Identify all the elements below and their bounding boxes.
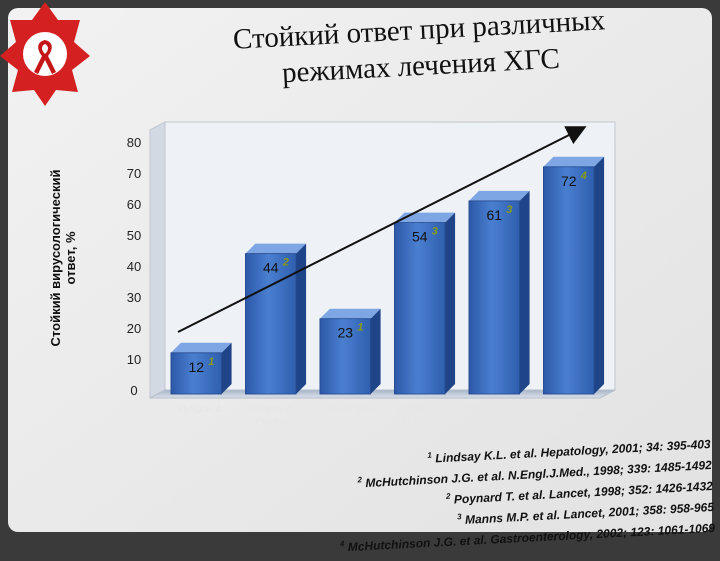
bar-side <box>296 243 307 394</box>
reference-mark: 3 <box>456 512 462 522</box>
bar-top <box>319 308 381 319</box>
bar <box>394 222 446 395</box>
category-label: ПегИнтрон <box>399 404 449 415</box>
value-label: 61 <box>486 207 502 223</box>
y-tick-label: 0 <box>130 383 137 398</box>
y-tick-label: 40 <box>127 259 141 274</box>
reference-mark: 1 <box>208 356 214 368</box>
bar-side <box>594 156 605 394</box>
bars <box>170 156 605 395</box>
value-label: 12 <box>188 359 204 375</box>
bar-top <box>543 156 605 167</box>
reference-mark: 1 <box>427 450 433 460</box>
y-tick-label: 60 <box>127 197 141 212</box>
category-label: +Ребетол <box>476 415 520 427</box>
bar-side <box>370 308 381 394</box>
value-label: 44 <box>263 260 279 276</box>
y-tick-label: 70 <box>127 166 141 181</box>
trend-arrow <box>177 126 587 333</box>
bar <box>468 200 520 395</box>
value-label: 54 <box>412 229 428 245</box>
reference-mark: 3 <box>432 226 438 238</box>
y-tick-label: 20 <box>127 321 141 336</box>
category-label: Ребетол <box>256 415 294 427</box>
bar-side <box>221 342 232 394</box>
references: 1 Lindsay K.L. et al. Hepatology, 2001; … <box>256 432 716 561</box>
bar <box>170 352 222 395</box>
reference-mark: 1 <box>357 322 363 334</box>
bar-top <box>468 190 530 201</box>
y-tick-label: 10 <box>127 352 141 367</box>
reference-mark: 2 <box>282 257 289 269</box>
reference-mark: 2 <box>357 475 363 485</box>
red-ribbon-logo <box>0 2 90 106</box>
y-axis-ticks: 0 10 20 30 40 50 60 70 80 <box>127 135 141 398</box>
value-label: 23 <box>337 325 353 341</box>
category-label: +Ребетол <box>402 415 446 427</box>
bar-side <box>445 212 456 394</box>
y-tick-label: 80 <box>127 135 141 150</box>
reference-mark: 4 <box>580 170 587 182</box>
bar <box>543 166 595 395</box>
category-label: ПегИнтрон <box>324 404 374 415</box>
bar-top <box>245 243 307 254</box>
reference-marks: 1 2 1 3 3 4 <box>208 170 587 368</box>
y-tick-label: 50 <box>127 228 141 243</box>
category-label: Интрон А + <box>249 404 301 415</box>
category-label: 80/80/80 <box>553 428 592 439</box>
category-label: ПегИнтрон + <box>543 404 602 415</box>
bar <box>319 318 371 395</box>
category-label: Интрон А <box>179 404 223 415</box>
reference-mark: 3 <box>506 204 512 216</box>
reference-mark: 4 <box>339 539 345 549</box>
bar-top <box>170 342 232 353</box>
y-tick-label: 30 <box>127 290 141 305</box>
category-label: Ребетол <box>554 415 592 427</box>
plot-area <box>149 121 616 399</box>
bar-side <box>519 190 530 394</box>
value-label: 72 <box>561 173 577 189</box>
category-label: 10,6 <box>489 428 509 439</box>
reference-mark: 2 <box>445 491 451 501</box>
category-label: ПегИнтрон 1,5 <box>465 404 532 415</box>
